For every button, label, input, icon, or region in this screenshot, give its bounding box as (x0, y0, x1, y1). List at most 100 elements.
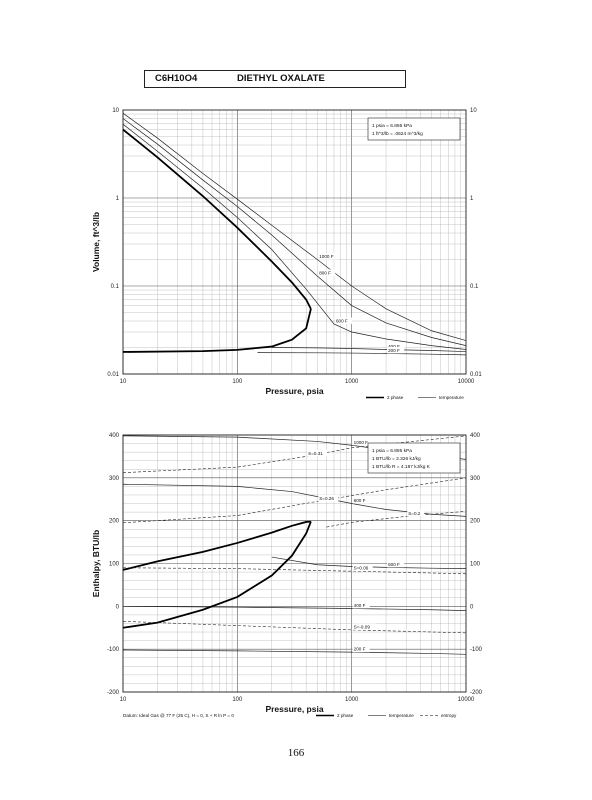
annotation-bg (318, 269, 336, 276)
curve-label: 200 F (388, 348, 400, 353)
y-tick-label: 200 (109, 519, 120, 525)
curve-label: 800 F (354, 498, 366, 503)
series-line-s-0-31 (122, 435, 467, 473)
y-tick-label: 300 (109, 476, 120, 482)
chart-formula: C6H10O4 (155, 73, 198, 84)
series-line-200-f (122, 649, 467, 655)
annotation-bg (352, 438, 373, 446)
annotation-bg (352, 623, 376, 630)
conversion-note-line: 1 BTU/lb = 2.326 kJ/kg (372, 456, 421, 462)
annotation-bg (352, 645, 370, 653)
x-tick-label: 100 (232, 697, 243, 703)
series-group-1 (122, 435, 467, 655)
y-tick-label: 100 (109, 562, 120, 568)
chart-compound-name: DIETHYL OXALATE (237, 73, 325, 84)
annotation-bg (334, 317, 352, 324)
annotation-bg (352, 497, 370, 504)
y-axis-label: Volume, ft^3/lb (91, 212, 101, 272)
x-tick-label: 1000 (345, 379, 359, 385)
series-line-2-phase-vapor (122, 520, 311, 571)
grid-0 (122, 109, 467, 375)
legend-label: entropy (441, 713, 457, 718)
curve-label: 400 F (354, 603, 366, 608)
series-line-400-f (271, 347, 467, 352)
curve-label: S=0.06 (354, 566, 369, 571)
y-tick-label: 10 (112, 108, 119, 114)
plot-frame (122, 434, 467, 693)
conversion-note-line: 1 psia = 6.895 kPa (372, 448, 412, 454)
series-line-600-f (122, 123, 467, 350)
annotation-bg (387, 346, 405, 354)
x-axis-label: Pressure, psia (265, 704, 323, 714)
y-tick-label-right: 300 (470, 476, 481, 482)
curve-label: S=0.2 (408, 511, 421, 516)
series-group-0 (122, 112, 467, 356)
x-axis-label: Pressure, psia (265, 386, 323, 396)
conversion-note-line: 1 psia = 6.895 kPa (372, 123, 412, 129)
series-line-2-phase-liquid (122, 308, 312, 353)
annotation-bg (387, 342, 405, 350)
grid-1 (122, 434, 467, 693)
series-line-1000-f (122, 112, 467, 341)
y-tick-label: 1 (116, 196, 120, 202)
page-number: 166 (287, 747, 305, 759)
series-line-s-0-06 (122, 567, 467, 575)
y-tick-label: -200 (107, 690, 120, 696)
series-line-2-phase-vapor (122, 128, 312, 310)
y-tick-label: 0.01 (107, 372, 119, 378)
y-tick-label-right: 200 (470, 519, 481, 525)
annotation-bg (352, 601, 370, 609)
series-line-200-f (257, 352, 467, 356)
series-line-s-0-09 (122, 621, 467, 634)
annotation-bg (307, 449, 328, 457)
y-tick-label-right: -100 (470, 647, 483, 653)
x-tick-label: 100 (232, 379, 243, 385)
annotation-bg (352, 564, 373, 572)
curve-label: 600 F (388, 562, 400, 567)
curve-label: 1000 F (319, 254, 333, 259)
y-tick-label: 0.1 (111, 284, 120, 290)
y-tick-label-right: 0.1 (470, 284, 479, 290)
curve-label: 600 F (336, 318, 348, 323)
datum-footnote: Datum: Ideal Gas @ 77 F (25 C), H = 0, S… (123, 713, 234, 718)
x-tick-label: 10 (120, 379, 127, 385)
y-tick-label: 0 (116, 604, 120, 610)
y-tick-label-right: 400 (470, 433, 481, 439)
curve-label: 400 F (388, 344, 400, 349)
annotation-bg (407, 509, 425, 517)
series-line-800-f (122, 118, 467, 346)
series-line-400-f (122, 605, 467, 611)
y-tick-label-right: 0 (470, 604, 474, 610)
curve-label: 800 F (319, 270, 331, 275)
curve-label: S=0.31 (308, 451, 323, 456)
annotation-bg (318, 494, 339, 502)
y-tick-label-right: 10 (470, 108, 477, 114)
legend-label: temperature (389, 713, 414, 718)
title-box: C6H10O4 DIETHYL OXALATE (144, 70, 406, 88)
y-tick-label-right: 100 (470, 562, 481, 568)
plot-frame (122, 109, 467, 375)
legend-label: 2 phase (337, 713, 354, 718)
conversion-note-box (367, 117, 461, 141)
x-tick-label: 10000 (458, 379, 475, 385)
y-tick-label-right: 1 (470, 196, 474, 202)
y-tick-label: 400 (109, 433, 120, 439)
conversion-note-line: 1 BTU/lb R = 4.187 kJ/kg K (372, 464, 431, 470)
x-tick-label: 10 (120, 697, 127, 703)
annotation-bg (387, 560, 405, 568)
series-line-s-0-26 (122, 477, 467, 524)
annotation-bg (318, 253, 339, 260)
y-tick-label-right: -200 (470, 690, 483, 696)
series-line-s-0-2 (326, 510, 467, 528)
legend-label: temperature (439, 395, 464, 400)
curve-label: 200 F (354, 647, 366, 652)
curve-label: 1000 F (354, 440, 368, 445)
legend-label: 2 phase (387, 395, 404, 400)
y-axis-label: Enthalpy, BTU/lb (91, 530, 101, 597)
curve-label: S=-0.09 (354, 624, 371, 629)
x-tick-label: 10000 (458, 697, 475, 703)
conversion-note-line: 1 ft^3/lb = .0624 m^3/kg (372, 131, 423, 137)
x-tick-label: 1000 (345, 697, 359, 703)
series-line-2-phase-liquid (122, 521, 312, 629)
